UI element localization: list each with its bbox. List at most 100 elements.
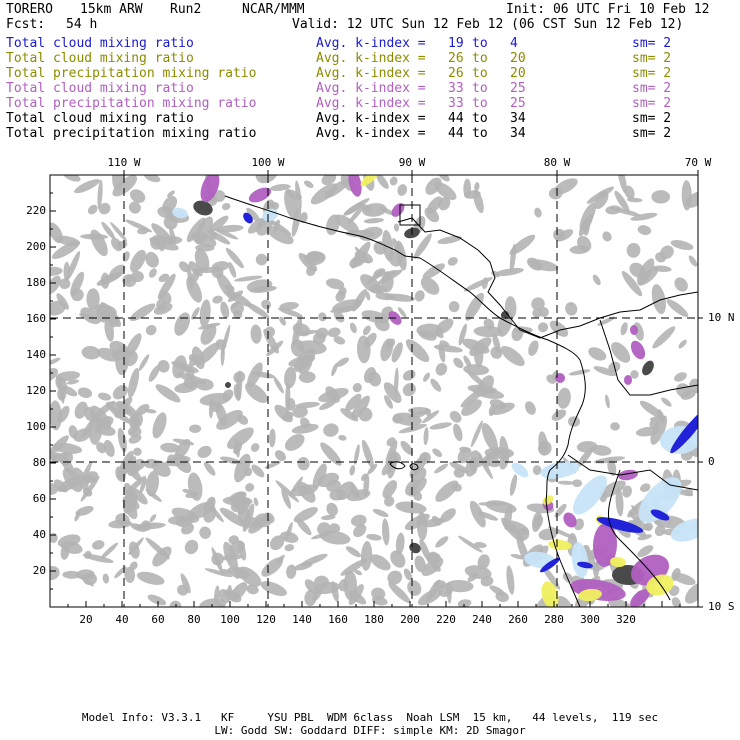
cloud-blob: [380, 338, 394, 362]
cloud-blob: [387, 570, 403, 585]
cloud-blob: [331, 362, 338, 377]
cloud-blob: [233, 384, 242, 401]
border-guatemala: [399, 204, 421, 226]
cloud-blob: [221, 569, 232, 575]
y-tick-label: 60: [32, 492, 46, 505]
x-tick-label: 40: [115, 613, 129, 626]
cloud-blob: [200, 323, 217, 345]
cloud-blob: [510, 554, 527, 560]
cloud-blob: [234, 438, 240, 458]
cloud-blob: [295, 330, 319, 336]
cloud-blob: [466, 369, 486, 387]
cloud-blob: [100, 542, 119, 560]
cloud-blob: [577, 235, 592, 252]
legend-kindex-to: 20: [510, 51, 526, 66]
legend-row: Total cloud mixing ratio Avg. k-index = 26…: [6, 51, 734, 66]
cloud-blob: [189, 424, 202, 433]
cloud-blob: [234, 453, 251, 483]
cloud-blob: [528, 340, 539, 356]
header-line-2: Fcst: 54 h Valid: 12 UTC Sun 12 Feb 12 (…: [6, 17, 736, 32]
longitude-label: 90 W: [398, 156, 426, 169]
cloud-blob: [149, 268, 157, 278]
cloud-blob: [525, 401, 536, 415]
y-tick-label: 180: [26, 276, 46, 289]
cloud-blob: [125, 475, 146, 494]
cloud-blob: [350, 514, 367, 527]
cloud-blob: [422, 410, 440, 424]
cloud-blob: [671, 597, 681, 607]
cloud-blob: [333, 310, 345, 323]
cloud-blob: [243, 467, 253, 477]
cloud-blob: [139, 477, 147, 494]
cloud-blob: [60, 541, 83, 554]
legend-smoothing: sm= 2: [632, 96, 672, 111]
cloud-blob: [500, 345, 525, 367]
cloud-blob: [533, 515, 544, 529]
cloud-blob: [71, 288, 84, 302]
legend-kindex-to: 34: [510, 126, 526, 141]
cloud-blob: [397, 184, 408, 196]
cloud-blob: [195, 216, 214, 245]
cloud-blob: [131, 270, 144, 283]
coastline-pacific-central-america: [224, 195, 581, 361]
cloud-blob: [160, 442, 180, 453]
cloud-blob: [253, 497, 259, 507]
cloud-blob: [102, 573, 110, 584]
cloud-blob: [661, 397, 672, 407]
cloud-blob: [199, 392, 231, 406]
cloud-blob: [338, 435, 347, 441]
cloud-blob: [277, 307, 303, 318]
cloud-blob: [199, 526, 212, 539]
cloud-blob: [211, 261, 230, 272]
cloud-blob: [57, 387, 67, 401]
cloud-blob: [423, 372, 430, 382]
cloud-blob: [660, 245, 674, 259]
cloud-blob: [116, 400, 138, 418]
cloud-blob: [361, 439, 374, 469]
cloud-blob: [97, 179, 103, 210]
cloud-blob: [314, 575, 330, 589]
cloud-blob: [637, 534, 652, 541]
cloud-blob: [279, 301, 299, 311]
latitude-label: 10 S: [708, 600, 735, 613]
cloud-blob: [506, 565, 515, 595]
legend-kindex-label: Avg. k-index =: [316, 81, 426, 96]
cloud-blob: [56, 293, 69, 310]
cloud-blob: [362, 204, 373, 213]
cloud-blob: [226, 290, 252, 307]
legend-field: Total cloud mixing ratio: [6, 111, 194, 126]
cloud-blob: [157, 273, 176, 300]
cloud-blob: [563, 512, 577, 528]
cloud-blob: [90, 229, 108, 257]
cloud-blob: [385, 440, 398, 466]
cloud-blob: [245, 483, 255, 492]
cloud-blob: [358, 407, 373, 422]
legend-kindex-to: 4: [510, 36, 518, 51]
x-tick-label: 240: [472, 613, 492, 626]
cloud-blob: [372, 508, 389, 518]
cloud-blob: [501, 517, 524, 542]
cloud-blob: [680, 389, 696, 400]
cloud-blob: [127, 367, 140, 399]
cloud-blob: [481, 423, 498, 452]
cloud-blob: [480, 575, 494, 587]
cloud-blob: [114, 566, 127, 579]
cloud-blob: [275, 480, 300, 503]
cloud-blob: [638, 477, 682, 523]
cloud-blob: [637, 545, 654, 558]
cloud-blob: [395, 532, 405, 555]
cloud-blob: [419, 451, 431, 465]
cloud-blob: [110, 237, 123, 252]
legend-kindex-label: Avg. k-index =: [316, 126, 426, 141]
x-tick-label: 200: [400, 613, 420, 626]
cloud-blob: [303, 180, 314, 189]
cloud-blob: [157, 359, 170, 373]
cloud-blob: [611, 342, 631, 363]
y-tick-label: 80: [32, 456, 46, 469]
cloud-blob: [461, 399, 482, 416]
cloud-blob: [149, 514, 157, 523]
cloud-blob: [297, 354, 313, 375]
cloud-blob: [296, 517, 312, 536]
cloud-blob: [174, 382, 198, 394]
cloud-blob: [211, 552, 224, 566]
